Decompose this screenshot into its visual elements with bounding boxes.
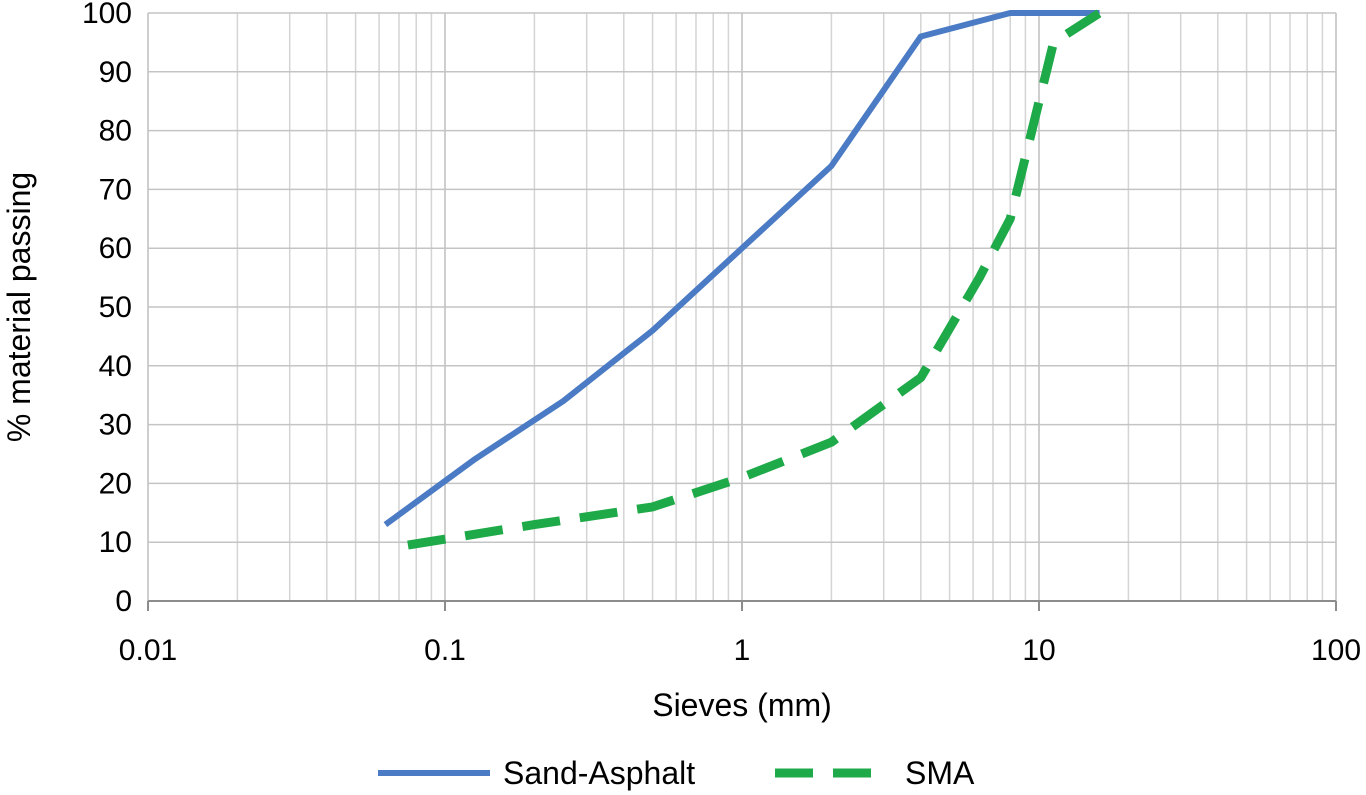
y-tick-label: 50 <box>99 291 132 324</box>
x-tick-label: 1 <box>734 634 751 667</box>
y-tick-label: 30 <box>99 409 132 442</box>
x-axis-title: Sieves (mm) <box>652 687 832 723</box>
y-tick-label: 60 <box>99 232 132 265</box>
tick-labels: 0 10 20 30 40 50 60 70 80 90 100 0.01 0.1 1 10 100 <box>82 0 1361 667</box>
y-tick-label: 20 <box>99 467 132 500</box>
y-tick-label: 40 <box>99 350 132 383</box>
x-tick-label: 0.01 <box>119 634 177 667</box>
series-line-sand-asphalt <box>383 10 1100 528</box>
y-tick-label: 90 <box>99 56 132 89</box>
y-tick-label: 100 <box>82 0 132 30</box>
grid <box>147 12 1337 602</box>
y-tick-label: 70 <box>99 173 132 206</box>
legend: Sand-Asphalt SMA <box>378 755 975 791</box>
series-line-sma <box>407 9 1103 550</box>
series-layer <box>383 9 1103 550</box>
y-axis-title: % material passing <box>1 172 37 442</box>
y-tick-label: 0 <box>115 585 132 618</box>
x-tick-label: 100 <box>1311 634 1361 667</box>
y-tick-label: 10 <box>99 526 132 559</box>
legend-label-sma: SMA <box>905 755 975 791</box>
axes <box>147 600 1337 611</box>
y-tick-label: 80 <box>99 115 132 148</box>
legend-label-sand-asphalt: Sand-Asphalt <box>503 755 695 791</box>
x-tick-label: 0.1 <box>424 634 466 667</box>
x-tick-label: 10 <box>1022 634 1055 667</box>
